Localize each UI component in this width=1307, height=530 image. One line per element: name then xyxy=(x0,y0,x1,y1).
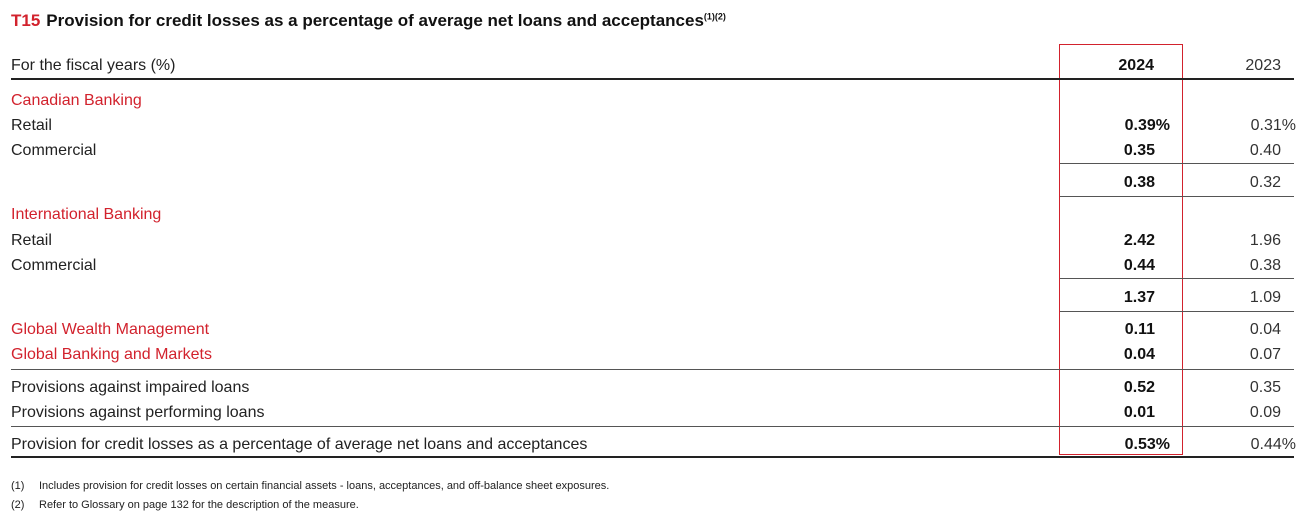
footnote-2: (2) Refer to Glossary on page 132 for the… xyxy=(11,499,359,511)
column-header-2023: 2023 xyxy=(1245,57,1281,74)
column-header-2024: 2024 xyxy=(1118,57,1154,74)
subtotal-2023: 0.32 xyxy=(1249,174,1281,191)
table-title-text: Provision for credit losses as a percent… xyxy=(46,11,704,30)
value-2024: 0.04 xyxy=(1123,346,1155,363)
row-label: Provisions against impaired loans xyxy=(11,379,250,396)
section-rule xyxy=(11,369,1294,370)
subtotal-rule xyxy=(1060,163,1294,164)
value-2023: 0.31% xyxy=(1250,117,1296,134)
row-label: Commercial xyxy=(11,257,97,274)
value-2024: 0.44 xyxy=(1123,257,1155,274)
title-footnote-refs: (1)(2) xyxy=(703,11,726,22)
table-bottom-rule xyxy=(11,456,1294,458)
section-rule xyxy=(11,426,1294,427)
subtotal-rule xyxy=(1060,196,1294,197)
value-2023: 0.09 xyxy=(1249,404,1281,421)
footnote-1: (1) Includes provision for credit losses … xyxy=(11,480,609,492)
value-2023: 0.38 xyxy=(1249,257,1281,274)
section-global-banking-and-markets: Global Banking and Markets xyxy=(11,346,212,363)
highlight-2024-column xyxy=(1059,44,1183,455)
footnote-number: (1) xyxy=(11,480,25,492)
subtotal-2023: 1.09 xyxy=(1249,289,1281,306)
section-international-banking: International Banking xyxy=(11,206,162,223)
subtotal-2024: 0.38 xyxy=(1123,174,1155,191)
footnote-number: (2) xyxy=(11,499,25,511)
row-label: Provisions against performing loans xyxy=(11,404,265,421)
subtotal-2024: 1.37 xyxy=(1123,289,1155,306)
table-title: T15 Provision for credit losses as a perc… xyxy=(11,11,726,31)
value-2024: 0.01 xyxy=(1123,404,1155,421)
section-global-wealth-management: Global Wealth Management xyxy=(11,321,210,338)
row-label: Retail xyxy=(11,117,52,134)
section-canadian-banking: Canadian Banking xyxy=(11,92,142,109)
footnote-text: Refer to Glossary on page 132 for the de… xyxy=(39,499,359,511)
total-2023: 0.44% xyxy=(1250,436,1296,453)
row-label: Commercial xyxy=(11,142,97,159)
table-code: T15 xyxy=(11,11,41,30)
value-2023: 1.96 xyxy=(1249,232,1281,249)
value-2024: 0.35 xyxy=(1123,142,1155,159)
total-2024: 0.53% xyxy=(1124,436,1170,453)
value-2023: 0.40 xyxy=(1249,142,1281,159)
value-2024: 0.52 xyxy=(1123,379,1155,396)
value-2024: 0.11 xyxy=(1124,321,1155,338)
total-row-label: Provision for credit losses as a percent… xyxy=(11,436,588,453)
value-2023: 0.04 xyxy=(1249,321,1281,338)
subtotal-rule xyxy=(1060,311,1294,312)
value-2024: 2.42 xyxy=(1123,232,1155,249)
value-2024: 0.39% xyxy=(1124,117,1170,134)
value-2023: 0.07 xyxy=(1249,346,1281,363)
header-rule xyxy=(11,78,1294,80)
row-label: Retail xyxy=(11,232,52,249)
value-2023: 0.35 xyxy=(1249,379,1281,396)
header-label: For the fiscal years (%) xyxy=(11,57,176,74)
footnote-text: Includes provision for credit losses on … xyxy=(39,480,610,492)
subtotal-rule xyxy=(1060,278,1294,279)
